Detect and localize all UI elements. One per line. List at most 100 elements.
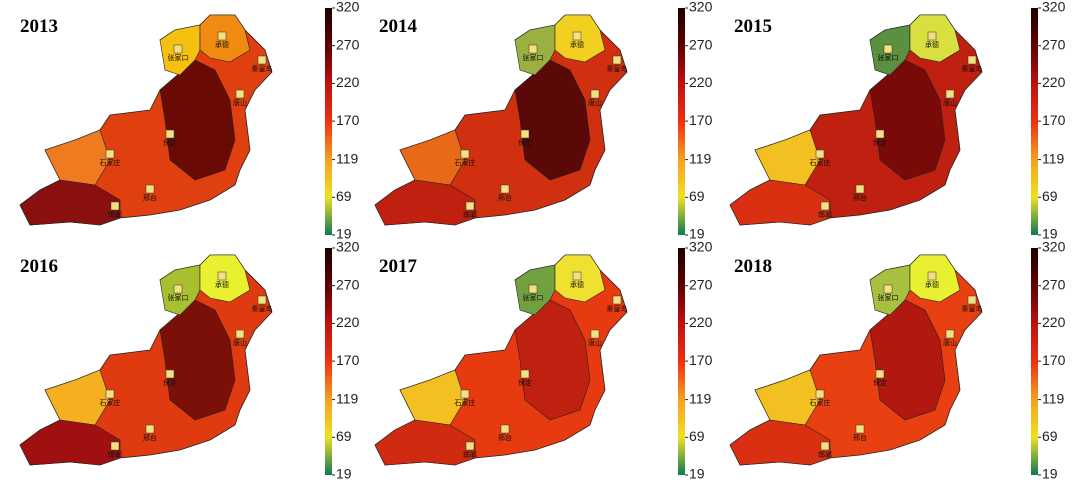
- city-label: 邯郸: [108, 210, 122, 219]
- colorbar: [678, 8, 685, 235]
- city-label: 唐山: [233, 338, 247, 347]
- city-label: 张家口: [878, 53, 899, 62]
- city-label: 承德: [570, 280, 584, 289]
- city-label: 邢台: [498, 193, 512, 202]
- panel-year: 2015: [734, 16, 772, 37]
- colorbar-tick-label: 320: [1042, 0, 1066, 15]
- colorbar-tick-label: 19: [1042, 466, 1058, 482]
- city-label: 石家庄: [455, 158, 476, 167]
- colorbar-tick-label: 69: [1042, 188, 1058, 204]
- city-icon: [528, 44, 538, 54]
- city-icon: [855, 424, 865, 434]
- city-label: 张家口: [168, 53, 189, 62]
- panel-year: 2014: [379, 16, 418, 37]
- city-icon: [590, 329, 600, 339]
- city-label: 秦皇岛: [252, 64, 273, 73]
- colorbar-tick-label: 170: [336, 352, 360, 368]
- colorbar-tick-label: 69: [1042, 428, 1058, 444]
- city-label: 秦皇岛: [252, 304, 273, 313]
- city-icon: [217, 271, 227, 281]
- city-label: 保定: [518, 378, 532, 387]
- city-label: 承德: [215, 280, 229, 289]
- city-label: 唐山: [588, 98, 602, 107]
- colorbar-tick-label: 119: [689, 150, 712, 166]
- colorbar-tick-label: 119: [689, 390, 712, 406]
- city-icon: [500, 184, 510, 194]
- city-label: 石家庄: [100, 158, 121, 167]
- region: [44, 129, 111, 186]
- panel-year: 2017: [379, 256, 418, 277]
- region: [514, 59, 591, 181]
- colorbar-tick-label: 19: [689, 466, 705, 482]
- city-icon: [173, 44, 183, 54]
- city-label: 保定: [163, 138, 177, 147]
- colorbar-tick-label: 220: [1042, 74, 1066, 90]
- colorbar-tick-label: 119: [1042, 390, 1065, 406]
- colorbar-tick-label: 19: [336, 466, 352, 482]
- city-label: 唐山: [233, 98, 247, 107]
- city-icon: [257, 295, 267, 305]
- region: [869, 299, 946, 421]
- city-icon: [520, 369, 530, 379]
- colorbar-tick-label: 170: [1042, 112, 1066, 128]
- colorbar-tick-label: 270: [689, 276, 713, 292]
- colorbar-tick-label: 19: [1042, 226, 1058, 242]
- city-label: 承德: [215, 40, 229, 49]
- city-icon: [500, 424, 510, 434]
- region: [374, 179, 476, 226]
- city-label: 唐山: [588, 338, 602, 347]
- colorbar-tick-label: 270: [336, 36, 360, 52]
- region: [159, 59, 236, 181]
- colorbar-tick-label: 170: [689, 112, 713, 128]
- region: [729, 419, 831, 466]
- city-icon: [815, 149, 825, 159]
- city-icon: [875, 129, 885, 139]
- city-label: 石家庄: [810, 158, 831, 167]
- region: [399, 129, 466, 186]
- colorbar-tick-label: 69: [689, 188, 705, 204]
- city-label: 张家口: [878, 293, 899, 302]
- city-label: 秦皇岛: [607, 304, 628, 313]
- city-icon: [820, 201, 830, 211]
- city-icon: [572, 31, 582, 41]
- city-label: 张家口: [168, 293, 189, 302]
- city-icon: [967, 295, 977, 305]
- city-icon: [820, 441, 830, 451]
- city-icon: [105, 389, 115, 399]
- colorbar-tick-label: 320: [689, 0, 713, 15]
- city-label: 邢台: [498, 433, 512, 442]
- colorbar-tick-label: 119: [336, 150, 359, 166]
- colorbar-tick-label: 320: [689, 239, 713, 255]
- city-icon: [590, 89, 600, 99]
- city-icon: [927, 271, 937, 281]
- colorbar: [1031, 8, 1038, 235]
- colorbar: [325, 248, 332, 475]
- city-icon: [257, 55, 267, 65]
- city-label: 邯郸: [818, 450, 832, 459]
- colorbar-tick-label: 69: [336, 188, 352, 204]
- city-icon: [165, 369, 175, 379]
- city-label: 石家庄: [455, 398, 476, 407]
- region: [19, 419, 121, 466]
- city-icon: [217, 31, 227, 41]
- city-icon: [967, 55, 977, 65]
- city-label: 秦皇岛: [607, 64, 628, 73]
- city-label: 邢台: [853, 193, 867, 202]
- city-label: 保定: [518, 138, 532, 147]
- colorbar-tick-label: 69: [689, 428, 705, 444]
- city-icon: [235, 89, 245, 99]
- city-icon: [235, 329, 245, 339]
- region: [44, 369, 111, 426]
- region: [754, 129, 821, 186]
- city-icon: [572, 271, 582, 281]
- city-icon: [612, 55, 622, 65]
- city-icon: [465, 441, 475, 451]
- city-label: 承德: [570, 40, 584, 49]
- colorbar-tick-label: 220: [336, 314, 360, 330]
- city-icon: [945, 89, 955, 99]
- city-icon: [815, 389, 825, 399]
- city-label: 保定: [163, 378, 177, 387]
